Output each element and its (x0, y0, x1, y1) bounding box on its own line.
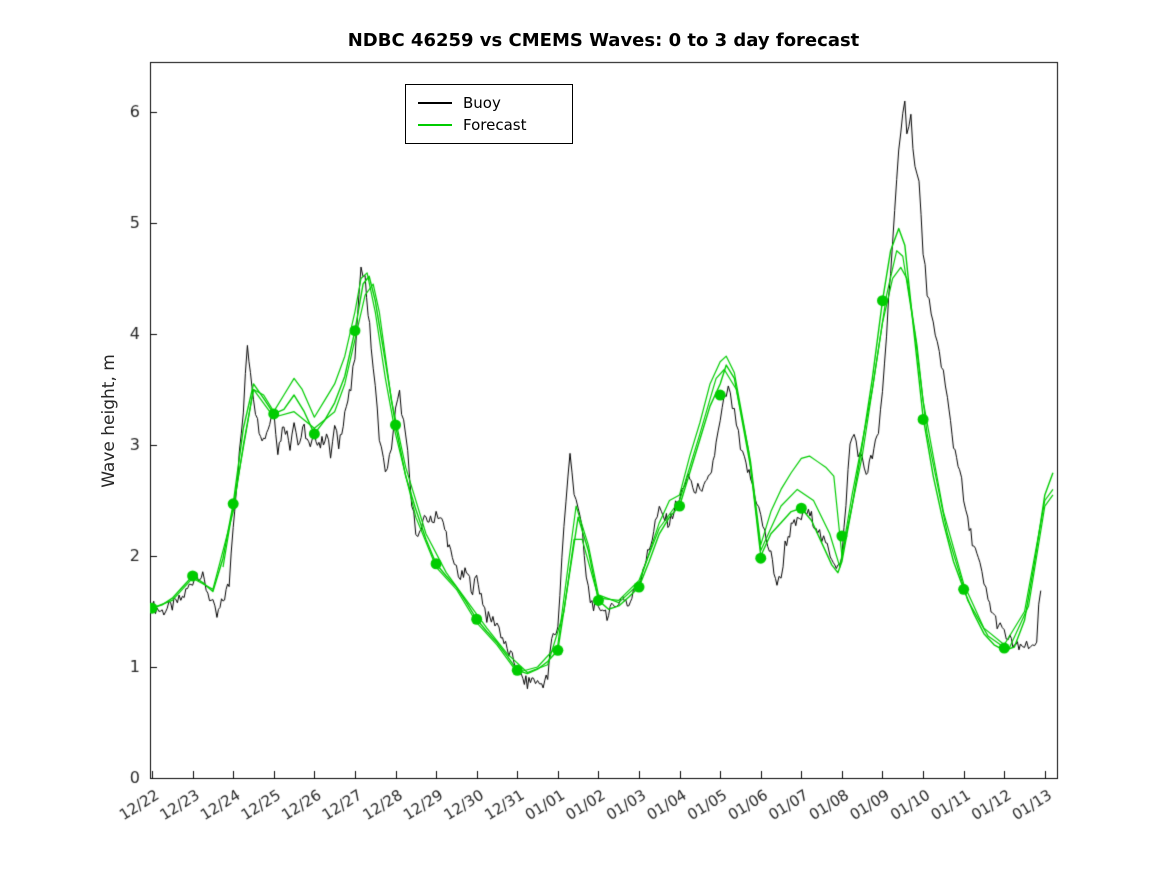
chart-title: NDBC 46259 vs CMEMS Waves: 0 to 3 day fo… (347, 30, 860, 51)
legend-item-buoy: Buoy (418, 92, 560, 114)
buoy-line-swatch (418, 102, 452, 104)
y-axis-label: Wave height, m (99, 354, 119, 488)
forecast-line-swatch (418, 124, 452, 126)
legend-label-forecast: Forecast (463, 116, 527, 134)
legend-label-buoy: Buoy (463, 94, 501, 112)
legend: Buoy Forecast (405, 84, 573, 144)
legend-item-forecast: Forecast (418, 114, 560, 136)
